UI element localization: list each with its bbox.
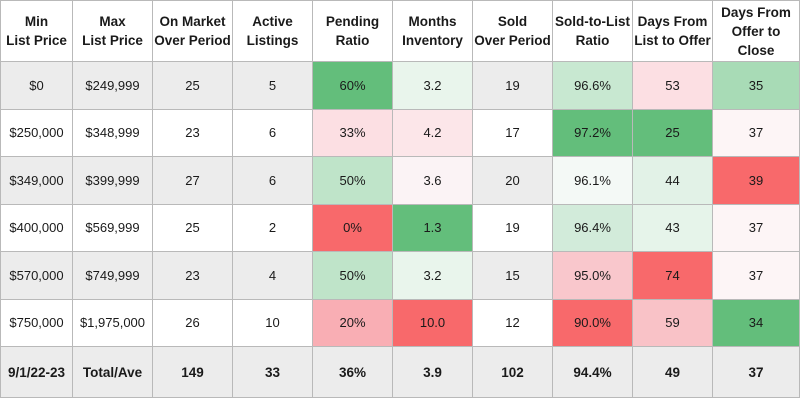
header-sold-to-list-ratio: Sold-to-List Ratio	[552, 0, 633, 62]
header-row: Min List Price Max List Price On Market Ove…	[0, 0, 800, 62]
header-days-offer-to-close: Days From Offer to Close	[712, 0, 800, 62]
cell-max-list-price: $749,999	[72, 251, 153, 300]
cell-sold-to-list: 96.4%	[552, 203, 633, 252]
cell-days-offer-to-close: 34	[712, 298, 800, 347]
cell-days-offer-to-close: 37	[712, 251, 800, 300]
cell-sold: 17	[472, 108, 553, 157]
cell-sold: 20	[472, 156, 553, 205]
header-days-list-to-offer: Days From List to Offer	[632, 0, 713, 62]
cell-sold-to-list: 90.0%	[552, 298, 633, 347]
header-sold-over-period: Sold Over Period	[472, 0, 553, 62]
table-row: $400,000 $569,999 25 2 0% 1.3 19 96.4% 43 37	[0, 203, 800, 252]
cell-days-offer-to-close: 37	[712, 203, 800, 252]
totals-sold: 102	[472, 346, 553, 398]
cell-pending-ratio: 0%	[312, 203, 393, 252]
cell-on-market: 25	[152, 61, 233, 110]
cell-on-market: 23	[152, 251, 233, 300]
totals-sold-to-list: 94.4%	[552, 346, 633, 398]
cell-months-inventory: 3.6	[392, 156, 473, 205]
table-row: $750,000 $1,975,000 26 10 20% 10.0 12 90.0% 59 34	[0, 298, 800, 347]
cell-on-market: 25	[152, 203, 233, 252]
cell-min-list-price: $750,000	[0, 298, 73, 347]
cell-pending-ratio: 20%	[312, 298, 393, 347]
cell-max-list-price: $1,975,000	[72, 298, 153, 347]
cell-pending-ratio: 50%	[312, 156, 393, 205]
cell-active-listings: 2	[232, 203, 313, 252]
cell-active-listings: 10	[232, 298, 313, 347]
cell-months-inventory: 10.0	[392, 298, 473, 347]
cell-max-list-price: $249,999	[72, 61, 153, 110]
header-on-market-over-period: On Market Over Period	[152, 0, 233, 62]
cell-days-list-to-offer: 25	[632, 108, 713, 157]
header-active-listings: Active Listings	[232, 0, 313, 62]
cell-on-market: 23	[152, 108, 233, 157]
cell-sold-to-list: 97.2%	[552, 108, 633, 157]
table-row: $349,000 $399,999 27 6 50% 3.6 20 96.1% 44 39	[0, 156, 800, 205]
cell-sold: 12	[472, 298, 553, 347]
cell-pending-ratio: 60%	[312, 61, 393, 110]
cell-active-listings: 6	[232, 156, 313, 205]
cell-on-market: 27	[152, 156, 233, 205]
cell-sold-to-list: 96.1%	[552, 156, 633, 205]
totals-period: 9/1/22-23	[0, 346, 73, 398]
cell-max-list-price: $399,999	[72, 156, 153, 205]
cell-days-offer-to-close: 35	[712, 61, 800, 110]
totals-active-listings: 33	[232, 346, 313, 398]
cell-months-inventory: 1.3	[392, 203, 473, 252]
cell-active-listings: 5	[232, 61, 313, 110]
cell-months-inventory: 4.2	[392, 108, 473, 157]
header-months-inventory: Months Inventory	[392, 0, 473, 62]
header-pending-ratio: Pending Ratio	[312, 0, 393, 62]
cell-sold: 19	[472, 203, 553, 252]
totals-days-list-to-offer: 49	[632, 346, 713, 398]
cell-months-inventory: 3.2	[392, 251, 473, 300]
totals-on-market: 149	[152, 346, 233, 398]
cell-max-list-price: $348,999	[72, 108, 153, 157]
cell-days-list-to-offer: 44	[632, 156, 713, 205]
cell-min-list-price: $250,000	[0, 108, 73, 157]
totals-row: 9/1/22-23 Total/Ave 149 33 36% 3.9 102 9…	[0, 346, 800, 398]
totals-months-inventory: 3.9	[392, 346, 473, 398]
header-max-list-price: Max List Price	[72, 0, 153, 62]
totals-pending-ratio: 36%	[312, 346, 393, 398]
totals-label: Total/Ave	[72, 346, 153, 398]
header-min-list-price: Min List Price	[0, 0, 73, 62]
cell-min-list-price: $400,000	[0, 203, 73, 252]
cell-days-list-to-offer: 53	[632, 61, 713, 110]
cell-min-list-price: $0	[0, 61, 73, 110]
table-row: $250,000 $348,999 23 6 33% 4.2 17 97.2% 25 37	[0, 108, 800, 157]
cell-min-list-price: $349,000	[0, 156, 73, 205]
cell-on-market: 26	[152, 298, 233, 347]
cell-pending-ratio: 33%	[312, 108, 393, 157]
cell-days-list-to-offer: 43	[632, 203, 713, 252]
cell-sold: 15	[472, 251, 553, 300]
cell-days-list-to-offer: 59	[632, 298, 713, 347]
cell-days-offer-to-close: 39	[712, 156, 800, 205]
cell-sold: 19	[472, 61, 553, 110]
table-row: $570,000 $749,999 23 4 50% 3.2 15 95.0% 74 37	[0, 251, 800, 300]
totals-days-offer-to-close: 37	[712, 346, 800, 398]
cell-active-listings: 4	[232, 251, 313, 300]
table-row: $0 $249,999 25 5 60% 3.2 19 96.6% 53 35	[0, 61, 800, 110]
cell-min-list-price: $570,000	[0, 251, 73, 300]
cell-sold-to-list: 96.6%	[552, 61, 633, 110]
cell-sold-to-list: 95.0%	[552, 251, 633, 300]
cell-max-list-price: $569,999	[72, 203, 153, 252]
cell-months-inventory: 3.2	[392, 61, 473, 110]
cell-days-offer-to-close: 37	[712, 108, 800, 157]
cell-pending-ratio: 50%	[312, 251, 393, 300]
cell-active-listings: 6	[232, 108, 313, 157]
cell-days-list-to-offer: 74	[632, 251, 713, 300]
